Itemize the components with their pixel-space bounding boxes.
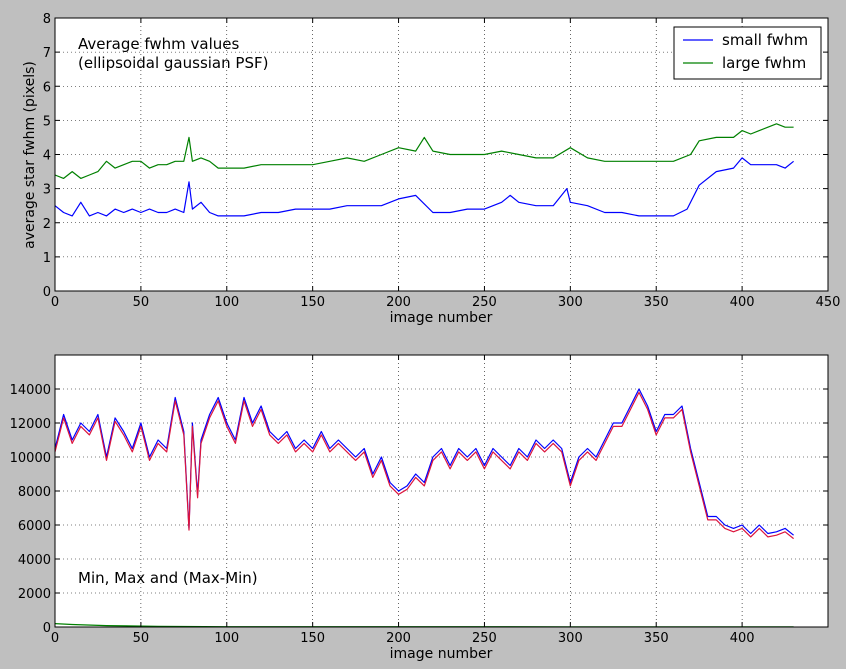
minmax-x-ticks: 0 50 100 150 200 250 300 350 400 (51, 355, 755, 646)
x-tick-label: 400 (730, 631, 755, 646)
x-tick-label: 150 (300, 295, 325, 310)
x-tick-label: 250 (472, 295, 497, 310)
series-line-1 (54, 391, 794, 540)
fwhm-x-axis-label: image number (390, 310, 493, 326)
x-tick-label: 200 (386, 295, 411, 310)
legend-label-large-fwhm: large fwhm (722, 54, 806, 72)
minmax-grid (55, 355, 828, 627)
x-tick-label: 300 (558, 631, 583, 646)
x-tick-label: 50 (133, 631, 150, 646)
x-tick-label: 150 (300, 631, 325, 646)
x-tick-label: 0 (51, 295, 59, 310)
x-tick-label: 100 (214, 631, 239, 646)
y-tick-label: 5 (43, 114, 51, 129)
y-tick-label: 1 (43, 251, 51, 266)
y-tick-label: 12000 (10, 417, 51, 432)
fwhm-legend: small fwhm large fwhm (673, 26, 822, 80)
x-tick-label: 350 (644, 631, 669, 646)
y-tick-label: 0 (43, 285, 51, 300)
y-tick-label: 8 (43, 12, 51, 27)
y-tick-label: 8000 (18, 485, 51, 500)
fwhm-chart: 0 50 100 150 200 250 300 350 400 450 0 1 2 3 4 5 6 7 8 Av… (22, 12, 840, 326)
series-line-0 (54, 388, 794, 536)
minmax-x-axis-label: image number (390, 646, 493, 662)
x-tick-label: 50 (133, 295, 150, 310)
series-line-1 (54, 123, 794, 179)
fwhm-series (54, 123, 794, 217)
minmax-y-ticks: 0 2000 4000 6000 8000 10000 12000 14000 (10, 383, 828, 636)
y-tick-label: 6000 (18, 519, 51, 534)
x-tick-label: 400 (730, 295, 755, 310)
x-tick-label: 300 (558, 295, 583, 310)
y-tick-label: 3 (43, 183, 51, 198)
y-tick-label: 7 (43, 46, 51, 61)
y-tick-label: 4 (43, 149, 51, 164)
x-tick-label: 0 (51, 631, 59, 646)
legend-label-small-fwhm: small fwhm (722, 31, 808, 49)
fwhm-y-axis-label: average star fwhm (pixels) (22, 61, 38, 249)
fwhm-x-ticks: 0 50 100 150 200 250 300 350 400 450 (51, 18, 841, 310)
x-tick-label: 250 (472, 631, 497, 646)
series-line-0 (54, 157, 794, 217)
y-tick-label: 10000 (10, 451, 51, 466)
y-tick-label: 2 (43, 217, 51, 232)
y-tick-label: 0 (43, 621, 51, 636)
x-tick-label: 350 (644, 295, 669, 310)
fwhm-annotation-line2: (ellipsoidal gaussian PSF) (78, 54, 268, 72)
minmax-chart: 0 50 100 150 200 250 300 350 400 0 2000 4000 6000 80… (10, 354, 829, 662)
x-tick-label: 200 (386, 631, 411, 646)
y-tick-label: 4000 (18, 553, 51, 568)
minmax-annotation: Min, Max and (Max-Min) (78, 569, 258, 587)
y-tick-label: 14000 (10, 383, 51, 398)
fwhm-annotation-line1: Average fwhm values (78, 35, 240, 53)
x-tick-label: 100 (214, 295, 239, 310)
fwhm-y-ticks: 0 1 2 3 4 5 6 7 8 (43, 12, 828, 300)
y-tick-label: 6 (43, 80, 51, 95)
y-tick-label: 2000 (18, 587, 51, 602)
x-tick-label: 450 (816, 295, 841, 310)
legend-box (673, 26, 822, 80)
